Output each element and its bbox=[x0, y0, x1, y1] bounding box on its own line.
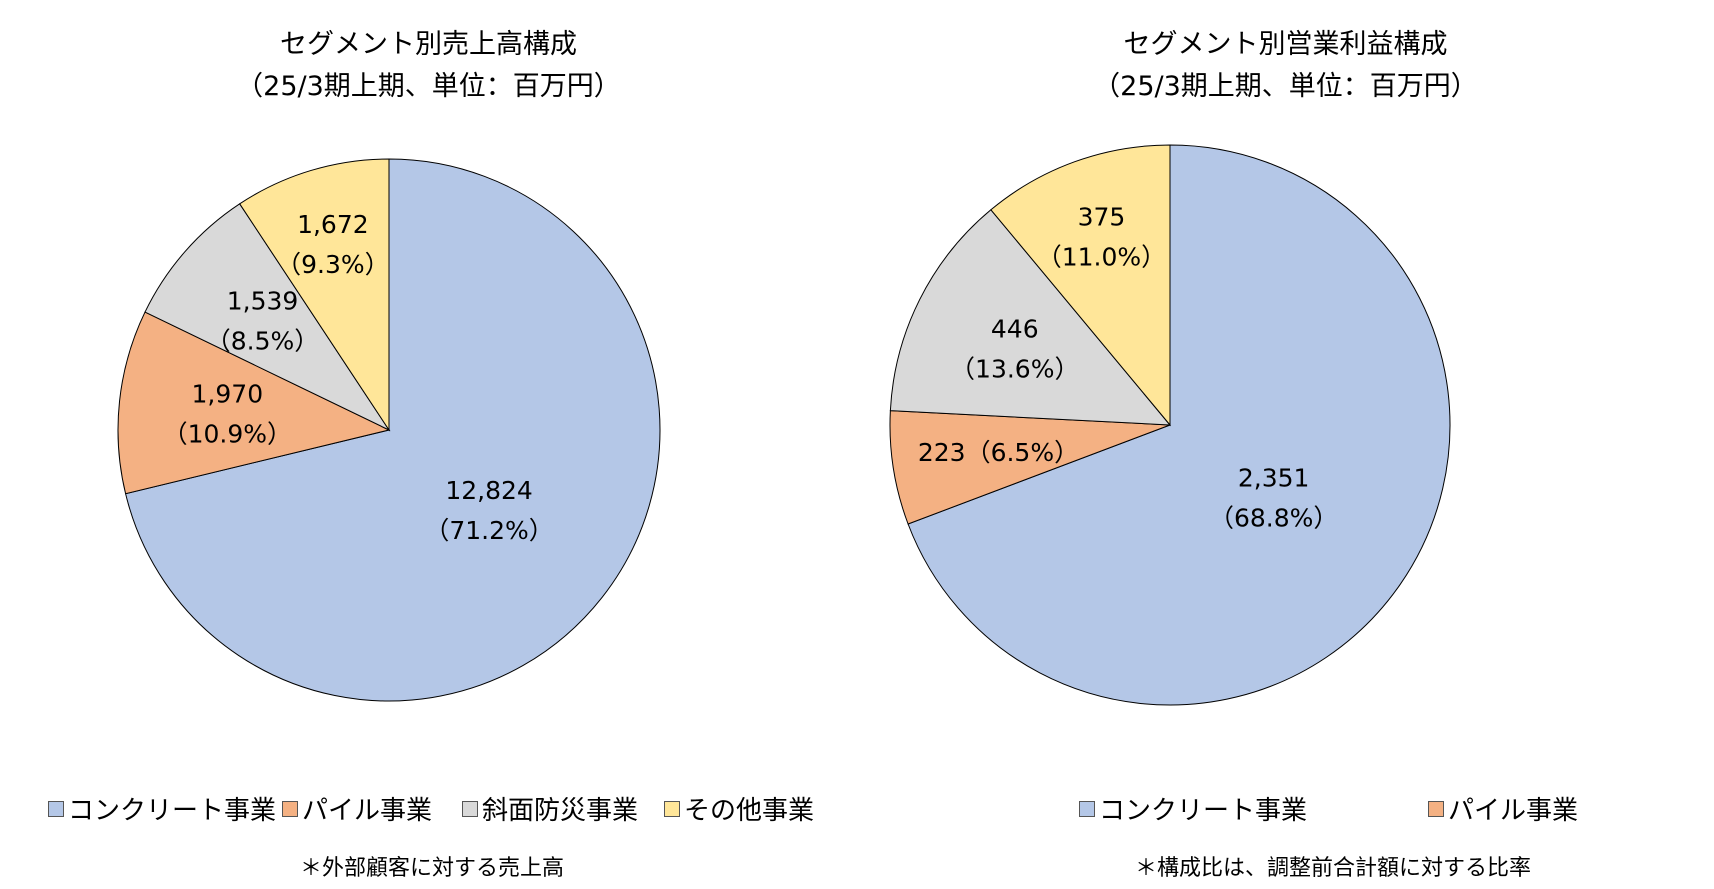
legend-label: 斜面防災事業 bbox=[482, 796, 639, 826]
legend-item-pile: パイル事業 bbox=[1428, 790, 1578, 827]
legend-label: コンクリート事業 bbox=[68, 796, 277, 826]
legend-label: パイル事業 bbox=[302, 796, 433, 826]
sales-composition-panel: セグメント別売上高構成 （25/3期上期、単位：百万円） 12,824 （71.2… bbox=[48, 29, 814, 881]
legend-item-pile: パイル事業 bbox=[282, 790, 432, 827]
chart-subtitle: （25/3期上期、単位：百万円） bbox=[236, 71, 621, 102]
data-label-percent: （8.5%） bbox=[206, 326, 320, 355]
legend-label: コンクリート事業 bbox=[1099, 796, 1308, 826]
pie-slice bbox=[144, 203, 391, 432]
data-label-value: 1,539 bbox=[227, 286, 299, 315]
data-label-value: 2,351 bbox=[1238, 464, 1310, 493]
data-label-value: 446 bbox=[991, 314, 1039, 343]
footnote: ＊外部顧客に対する売上高 bbox=[300, 856, 565, 881]
pie-slice bbox=[907, 144, 1451, 706]
pie-slice bbox=[990, 144, 1171, 427]
chart-title: セグメント別売上高構成 bbox=[280, 29, 577, 60]
pie-slice bbox=[889, 209, 1172, 426]
legend-label: パイル事業 bbox=[1448, 796, 1579, 826]
legend-swatch bbox=[664, 800, 680, 817]
legend-item-other: その他事業 bbox=[664, 790, 814, 827]
sales-pie-chart: 12,824 （71.2%） 1,970 （10.9%） 1,539 （8.5%） 1,67… bbox=[117, 158, 661, 702]
legend-swatch bbox=[462, 800, 478, 817]
data-label-percent: （71.2%） bbox=[424, 516, 553, 545]
pie-slice bbox=[117, 311, 391, 495]
data-label-percent: （68.8%） bbox=[1209, 504, 1338, 533]
data-label-percent: （13.6%） bbox=[950, 354, 1079, 383]
data-label-value: 223（6.5%） bbox=[918, 438, 1079, 467]
pie-slice bbox=[124, 158, 661, 702]
legend-swatch bbox=[1079, 800, 1095, 817]
data-label-value: 1,970 bbox=[192, 380, 264, 409]
legend-swatch bbox=[1428, 800, 1444, 817]
data-label-value: 12,824 bbox=[445, 476, 532, 505]
data-label-percent: （10.9%） bbox=[163, 420, 292, 449]
legend-swatch bbox=[282, 800, 298, 817]
legend-swatch bbox=[48, 800, 64, 817]
legend-item-concrete: コンクリート事業 bbox=[48, 790, 276, 827]
profit-pie-chart: 2,351 （68.8%） 223（6.5%） 446 （13.6%） 375 （11.0%… bbox=[889, 144, 1451, 706]
pie-slice bbox=[889, 410, 1171, 525]
profit-composition-panel: セグメント別営業利益構成 （25/3期上期、単位：百万円） 2,351 （68.8… bbox=[857, 0, 1714, 889]
pie-slice bbox=[239, 158, 390, 432]
legend-label: その他事業 bbox=[684, 796, 815, 826]
data-label-value: 1,672 bbox=[297, 210, 369, 239]
data-label-percent: （9.3%） bbox=[276, 250, 390, 279]
chart-title: セグメント別営業利益構成 bbox=[1123, 29, 1448, 60]
chart-subtitle: （25/3期上期、単位：百万円） bbox=[1093, 71, 1478, 102]
legend-item-slope: 斜面防災事業 bbox=[462, 790, 638, 827]
data-label-value: 375 bbox=[1078, 202, 1126, 231]
legend-item-concrete: コンクリート事業 bbox=[1079, 790, 1307, 827]
footnote: ＊構成比は、調整前合計額に対する比率 bbox=[1135, 856, 1532, 881]
data-label-percent: （11.0%） bbox=[1037, 242, 1166, 271]
